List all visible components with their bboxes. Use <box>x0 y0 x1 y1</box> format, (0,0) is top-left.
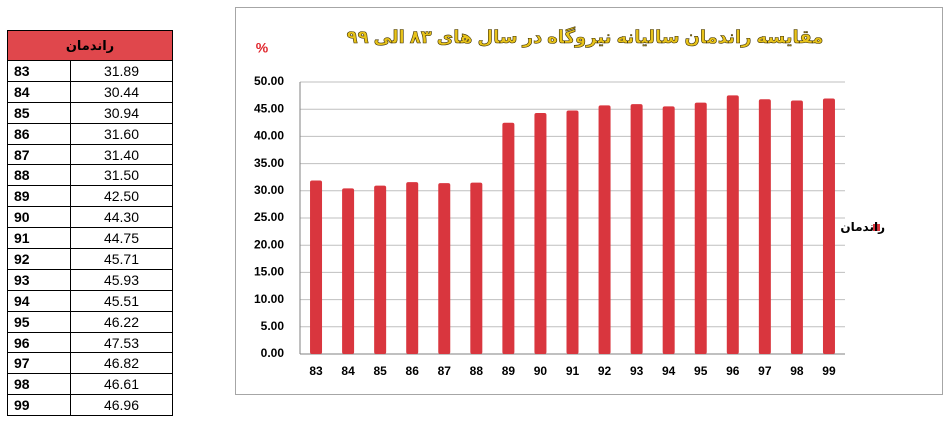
table-row: 89 42.50 <box>7 185 173 208</box>
x-tick-label: 98 <box>790 364 804 378</box>
bar <box>534 113 547 355</box>
value-cell: 45.93 <box>70 268 173 291</box>
bar <box>758 99 771 355</box>
table-header: راندمان <box>7 30 173 61</box>
table-row: 84 30.44 <box>7 80 173 103</box>
x-tick-label: 93 <box>630 364 644 378</box>
table-row: 92 45.71 <box>7 248 173 270</box>
bar <box>470 182 483 354</box>
y-tick-label: 0.00 <box>261 346 285 360</box>
table-row: 96 47.53 <box>7 331 173 354</box>
table-row: 97 46.82 <box>7 352 173 375</box>
bar <box>630 104 643 354</box>
y-tick-label: 15.00 <box>254 265 284 279</box>
value-cell: 30.44 <box>70 80 173 103</box>
bar <box>374 185 387 354</box>
year-cell: 99 <box>7 394 71 417</box>
bar <box>694 102 707 354</box>
bar <box>726 95 739 354</box>
x-tick-label: 85 <box>373 364 387 378</box>
y-tick-label: 30.00 <box>254 183 284 197</box>
y-tick-label: 45.00 <box>254 101 284 115</box>
bar <box>566 110 579 354</box>
x-tick-label: 97 <box>758 364 772 378</box>
bar <box>790 100 803 355</box>
bar <box>822 98 835 354</box>
y-tick-label: 20.00 <box>254 237 284 251</box>
y-tick-label: 35.00 <box>254 156 284 170</box>
year-cell: 95 <box>7 310 71 333</box>
table-row: 94 45.51 <box>7 289 173 312</box>
y-tick-label: 25.00 <box>254 210 284 224</box>
value-cell: 31.60 <box>70 122 173 145</box>
x-tick-label: 90 <box>534 364 548 378</box>
x-tick-label: 88 <box>470 364 484 378</box>
x-tick-label: 95 <box>694 364 708 378</box>
x-tick-label: 89 <box>502 364 516 378</box>
x-tick-label: 83 <box>309 364 323 378</box>
year-cell: 96 <box>7 331 71 354</box>
value-cell: 46.61 <box>70 373 173 396</box>
table-row: 95 46.22 <box>7 310 173 333</box>
table-row: 90 44.30 <box>7 206 173 229</box>
bar <box>502 122 515 354</box>
year-cell: 97 <box>7 352 71 375</box>
table-row: 85 30.94 <box>7 101 173 124</box>
x-tick-label: 84 <box>341 364 355 378</box>
y-axis-label: % <box>256 40 269 56</box>
table-row: 87 31.40 <box>7 143 173 166</box>
year-cell: 83 <box>7 60 71 82</box>
value-cell: 31.89 <box>70 60 173 82</box>
y-tick-label: 50.00 <box>254 74 284 88</box>
value-cell: 30.94 <box>70 101 173 124</box>
value-cell: 46.82 <box>70 352 173 375</box>
data-table: راندمان 83 31.89 84 30.44 85 30.94 86 31.60 87 31… <box>7 30 173 417</box>
year-cell: 94 <box>7 289 71 312</box>
value-cell: 46.96 <box>70 394 173 417</box>
y-tick-label: 40.00 <box>254 129 284 143</box>
table-row: 83 31.89 <box>7 60 173 82</box>
table-row: 91 44.75 <box>7 227 173 250</box>
x-tick-label: 99 <box>822 364 836 378</box>
value-cell: 46.22 <box>70 310 173 333</box>
value-cell: 44.30 <box>70 206 173 229</box>
year-cell: 85 <box>7 101 71 124</box>
x-tick-label: 94 <box>662 364 676 378</box>
x-tick-label: 86 <box>406 364 420 378</box>
bar <box>406 182 419 354</box>
value-cell: 44.75 <box>70 227 173 250</box>
x-tick-label: 92 <box>598 364 612 378</box>
bar <box>662 106 675 354</box>
y-tick-label: 5.00 <box>261 319 285 333</box>
chart-frame <box>235 7 943 395</box>
table-row: 98 46.61 <box>7 373 173 396</box>
legend-swatch <box>873 224 880 231</box>
value-cell: 47.53 <box>70 331 173 354</box>
table-row: 99 46.96 <box>7 394 173 417</box>
value-cell: 45.51 <box>70 289 173 312</box>
bar <box>598 105 611 354</box>
bar <box>342 188 355 354</box>
year-cell: 90 <box>7 206 71 229</box>
legend-label: راندمان <box>840 220 885 234</box>
x-tick-label: 91 <box>566 364 580 378</box>
y-tick-label: 10.00 <box>254 292 284 306</box>
chart-title: مقایسه راندمان سالیانه نیروگاه در سال ها… <box>347 26 824 48</box>
table-row: 93 45.93 <box>7 268 173 291</box>
value-cell: 45.71 <box>70 248 173 270</box>
bar <box>310 180 323 354</box>
x-tick-label: 96 <box>726 364 740 378</box>
bar <box>438 183 451 354</box>
value-cell: 42.50 <box>70 185 173 208</box>
x-tick-label: 87 <box>438 364 452 378</box>
year-cell: 89 <box>7 185 71 208</box>
